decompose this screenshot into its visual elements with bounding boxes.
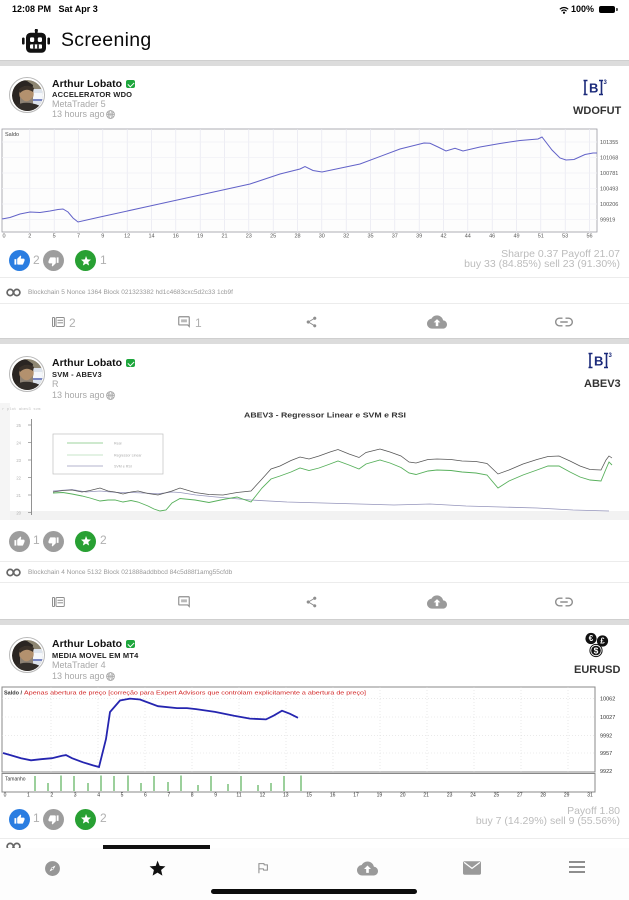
svg-text:10062: 10062 xyxy=(600,696,615,702)
svg-text:25: 25 xyxy=(16,423,21,428)
svg-text:25: 25 xyxy=(270,234,276,240)
svg-text:21: 21 xyxy=(16,493,21,498)
svg-text:11: 11 xyxy=(236,793,241,799)
svg-text:35: 35 xyxy=(367,234,373,240)
svg-text:9922: 9922 xyxy=(600,769,612,775)
svg-text:Apenas abertura de preço [corr: Apenas abertura de preço [correção para … xyxy=(24,691,367,697)
svg-text:39: 39 xyxy=(416,234,422,240)
svg-text:12: 12 xyxy=(124,234,130,240)
svg-text:4: 4 xyxy=(97,793,100,799)
svg-text:B: B xyxy=(594,354,603,369)
svg-text:€: € xyxy=(589,634,594,643)
svg-text:24: 24 xyxy=(16,441,21,446)
svg-text:7: 7 xyxy=(77,234,80,240)
svg-text:99919: 99919 xyxy=(600,218,615,224)
svg-text:42: 42 xyxy=(440,234,446,240)
svg-text:SVM e RSI: SVM e RSI xyxy=(114,465,132,469)
svg-text:56: 56 xyxy=(586,234,592,240)
svg-text:23: 23 xyxy=(447,793,453,799)
svg-text:100781: 100781 xyxy=(600,171,618,177)
svg-text:Tamanho: Tamanho xyxy=(5,777,26,783)
svg-text:Real: Real xyxy=(114,442,122,446)
svg-text:10027: 10027 xyxy=(600,715,615,721)
svg-text:0: 0 xyxy=(4,793,7,799)
svg-text:51: 51 xyxy=(538,234,544,240)
svg-text:15: 15 xyxy=(306,793,312,799)
svg-text:28: 28 xyxy=(294,234,300,240)
svg-text:32: 32 xyxy=(343,234,349,240)
svg-text:17: 17 xyxy=(353,793,359,799)
svg-text:31: 31 xyxy=(587,793,593,799)
svg-text:Regressor Linear: Regressor Linear xyxy=(114,454,142,458)
svg-text:1: 1 xyxy=(27,793,30,799)
svg-text:$: $ xyxy=(594,646,599,656)
svg-text:20: 20 xyxy=(16,511,21,516)
svg-text:r plot abev3 svm: r plot abev3 svm xyxy=(2,407,41,412)
svg-text:Saldo /: Saldo / xyxy=(4,691,23,697)
svg-text:£: £ xyxy=(600,637,605,646)
svg-text:9: 9 xyxy=(101,234,104,240)
svg-text:16: 16 xyxy=(173,234,179,240)
svg-text:100493: 100493 xyxy=(600,187,618,193)
svg-text:3: 3 xyxy=(74,793,77,799)
svg-text:46: 46 xyxy=(489,234,495,240)
svg-text:24: 24 xyxy=(470,793,476,799)
svg-text:53: 53 xyxy=(562,234,568,240)
svg-text:3: 3 xyxy=(604,80,608,86)
svg-text:28: 28 xyxy=(540,793,546,799)
svg-text:5: 5 xyxy=(121,793,124,799)
svg-text:49: 49 xyxy=(513,234,519,240)
svg-text:19: 19 xyxy=(197,234,203,240)
svg-text:101068: 101068 xyxy=(600,156,618,162)
svg-text:B: B xyxy=(589,81,598,96)
svg-text:5: 5 xyxy=(53,234,56,240)
svg-text:37: 37 xyxy=(392,234,398,240)
svg-text:14: 14 xyxy=(148,234,154,240)
svg-text:12: 12 xyxy=(260,793,266,799)
svg-text:7: 7 xyxy=(167,793,170,799)
svg-text:8: 8 xyxy=(191,793,194,799)
svg-text:6: 6 xyxy=(144,793,147,799)
svg-text:27: 27 xyxy=(517,793,523,799)
svg-text:ABEV3 - Regressor Linear e SVM: ABEV3 - Regressor Linear e SVM e RSI xyxy=(244,411,406,420)
svg-text:22: 22 xyxy=(16,476,21,481)
svg-text:44: 44 xyxy=(465,234,471,240)
svg-text:20: 20 xyxy=(400,793,406,799)
svg-text:30: 30 xyxy=(319,234,325,240)
svg-text:9957: 9957 xyxy=(600,751,612,757)
svg-text:3: 3 xyxy=(609,353,613,359)
svg-text:29: 29 xyxy=(564,793,570,799)
svg-text:13: 13 xyxy=(283,793,289,799)
svg-text:25: 25 xyxy=(494,793,500,799)
svg-text:21: 21 xyxy=(221,234,227,240)
svg-text:2: 2 xyxy=(28,234,31,240)
svg-text:9992: 9992 xyxy=(600,733,612,739)
svg-text:101355: 101355 xyxy=(600,140,618,146)
svg-text:100206: 100206 xyxy=(600,202,618,208)
svg-text:23: 23 xyxy=(246,234,252,240)
svg-text:19: 19 xyxy=(377,793,383,799)
svg-text:Saldo: Saldo xyxy=(5,132,19,138)
svg-text:9: 9 xyxy=(214,793,217,799)
svg-text:23: 23 xyxy=(16,458,21,463)
svg-text:21: 21 xyxy=(423,793,429,799)
svg-text:16: 16 xyxy=(330,793,336,799)
svg-text:2: 2 xyxy=(50,793,53,799)
svg-text:0: 0 xyxy=(2,234,5,240)
